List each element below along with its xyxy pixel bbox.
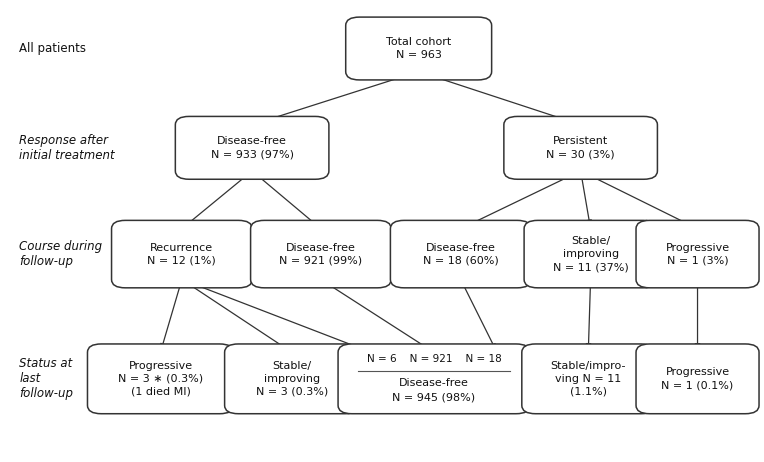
Text: Total cohort: Total cohort bbox=[386, 37, 452, 47]
FancyBboxPatch shape bbox=[522, 344, 655, 414]
Text: N = 1 (0.1%): N = 1 (0.1%) bbox=[662, 380, 733, 390]
Text: Stable/: Stable/ bbox=[571, 236, 610, 246]
Text: (1.1%): (1.1%) bbox=[570, 387, 607, 397]
Text: Stable/impro-: Stable/impro- bbox=[551, 361, 626, 371]
Text: Stable/: Stable/ bbox=[272, 361, 312, 371]
FancyBboxPatch shape bbox=[346, 17, 492, 80]
Text: N = 921 (99%): N = 921 (99%) bbox=[280, 255, 362, 266]
Text: Status at
last
follow-up: Status at last follow-up bbox=[19, 357, 73, 401]
Text: Disease-free: Disease-free bbox=[399, 377, 469, 388]
Text: N = 6    N = 921    N = 18: N = 6 N = 921 N = 18 bbox=[367, 354, 501, 365]
Text: Disease-free: Disease-free bbox=[217, 136, 287, 146]
Text: Persistent: Persistent bbox=[553, 136, 608, 146]
Text: N = 30 (3%): N = 30 (3%) bbox=[546, 149, 615, 159]
Text: Progressive: Progressive bbox=[665, 367, 730, 377]
Text: N = 933 (97%): N = 933 (97%) bbox=[211, 149, 293, 159]
FancyBboxPatch shape bbox=[504, 116, 657, 179]
Text: N = 3 ∗ (0.3%): N = 3 ∗ (0.3%) bbox=[118, 374, 203, 384]
FancyBboxPatch shape bbox=[112, 220, 252, 288]
Text: improving: improving bbox=[562, 249, 619, 259]
Text: (1 died MI): (1 died MI) bbox=[131, 387, 190, 397]
Text: N = 3 (0.3%): N = 3 (0.3%) bbox=[256, 387, 328, 397]
Text: N = 18 (60%): N = 18 (60%) bbox=[422, 255, 499, 266]
Text: N = 11 (37%): N = 11 (37%) bbox=[552, 262, 629, 272]
FancyBboxPatch shape bbox=[251, 220, 391, 288]
FancyBboxPatch shape bbox=[88, 344, 234, 414]
Text: Disease-free: Disease-free bbox=[286, 243, 356, 253]
Text: N = 12 (1%): N = 12 (1%) bbox=[147, 255, 216, 266]
Text: N = 963: N = 963 bbox=[396, 50, 442, 60]
FancyBboxPatch shape bbox=[225, 344, 359, 414]
Text: Recurrence: Recurrence bbox=[151, 243, 213, 253]
FancyBboxPatch shape bbox=[390, 220, 531, 288]
Text: All patients: All patients bbox=[19, 42, 86, 55]
FancyBboxPatch shape bbox=[524, 220, 657, 288]
FancyBboxPatch shape bbox=[176, 116, 329, 179]
Text: Progressive: Progressive bbox=[665, 243, 730, 253]
Text: N = 1 (3%): N = 1 (3%) bbox=[667, 255, 728, 266]
Text: Disease-free: Disease-free bbox=[426, 243, 496, 253]
Text: N = 945 (98%): N = 945 (98%) bbox=[393, 392, 475, 402]
Text: improving: improving bbox=[264, 374, 320, 384]
Text: Progressive: Progressive bbox=[128, 361, 193, 371]
FancyBboxPatch shape bbox=[338, 344, 530, 414]
FancyBboxPatch shape bbox=[636, 220, 759, 288]
Text: Course during
follow-up: Course during follow-up bbox=[19, 240, 102, 268]
Text: Response after
initial treatment: Response after initial treatment bbox=[19, 134, 115, 162]
Text: ving N = 11: ving N = 11 bbox=[555, 374, 621, 384]
FancyBboxPatch shape bbox=[636, 344, 759, 414]
